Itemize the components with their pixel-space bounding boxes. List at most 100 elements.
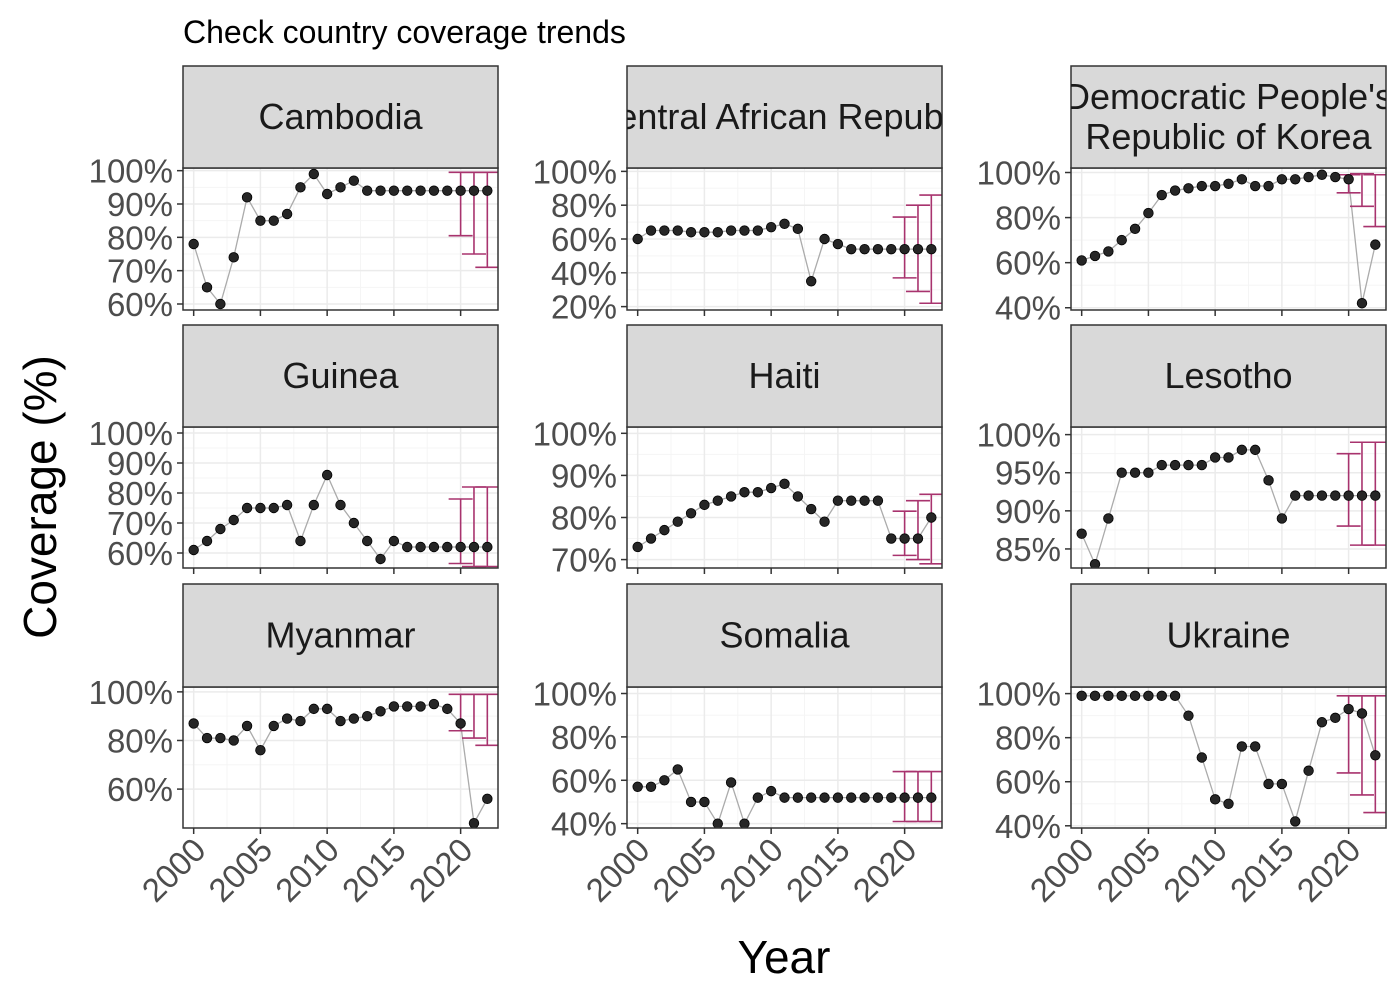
facet-strip: Lesotho	[1070, 324, 1387, 428]
y-tick-label: 70%	[107, 505, 173, 542]
data-point	[1076, 528, 1087, 539]
data-point	[321, 703, 333, 715]
data-point	[699, 796, 710, 808]
y-tick-label: 100%	[977, 155, 1061, 192]
data-point	[912, 792, 924, 803]
data-point	[1129, 467, 1141, 478]
y-tick-label: 95%	[995, 455, 1061, 492]
strip-label: Myanmar	[265, 615, 415, 656]
data-point	[1249, 741, 1261, 752]
data-point	[832, 495, 844, 506]
y-tick-label: 100%	[533, 153, 617, 190]
data-point	[1276, 513, 1288, 524]
strip-label: Democratic People's	[1064, 76, 1393, 117]
y-tick-label: 80%	[995, 200, 1061, 237]
data-point	[482, 185, 493, 196]
y-tick-label: 90%	[995, 493, 1061, 530]
data-point	[1209, 452, 1221, 463]
facet-strip: Cambodia	[182, 65, 499, 169]
data-point	[241, 720, 253, 732]
data-point	[819, 792, 830, 803]
data-point	[899, 533, 910, 544]
x-tick-label: 2020	[401, 831, 479, 909]
data-point	[859, 243, 870, 255]
strip-background	[626, 583, 943, 688]
data-point	[832, 792, 844, 803]
data-point	[685, 227, 697, 238]
data-point	[899, 243, 910, 255]
data-point	[926, 792, 937, 803]
facet-strip: Central African Republic	[626, 65, 943, 169]
data-point	[188, 544, 199, 556]
data-point	[1183, 710, 1194, 721]
data-point	[712, 818, 723, 828]
data-point	[672, 764, 683, 775]
data-point	[1169, 690, 1181, 702]
data-point	[375, 185, 386, 196]
data-point	[1290, 490, 1301, 501]
data-point	[1116, 467, 1127, 478]
facet-strip: Guinea	[182, 324, 499, 428]
y-tick-label: 40%	[995, 808, 1061, 845]
data-point	[832, 238, 844, 250]
panel-data-layer	[632, 764, 942, 828]
data-point	[725, 491, 737, 502]
data-point	[765, 785, 777, 797]
data-point	[308, 168, 320, 180]
y-tick-label: 60%	[107, 535, 173, 572]
panel-background	[627, 427, 942, 568]
data-point	[1223, 798, 1234, 809]
data-point	[321, 469, 333, 481]
facet-panel-guinea: Guinea 60%70%80%90%100%	[89, 324, 499, 574]
error-bar	[1336, 452, 1361, 527]
y-tick-label: 80%	[995, 720, 1061, 757]
data-point	[1209, 180, 1221, 192]
data-point	[1330, 490, 1341, 501]
data-point	[1303, 171, 1314, 183]
data-point	[659, 225, 670, 236]
data-point	[402, 701, 413, 712]
data-point	[1236, 444, 1248, 456]
data-point	[659, 524, 670, 536]
y-tick-label: 40%	[995, 290, 1061, 327]
panel-data-layer	[188, 693, 498, 828]
data-point	[455, 185, 466, 196]
strip-background	[626, 324, 943, 428]
data-point	[926, 512, 937, 523]
data-point	[348, 517, 360, 529]
data-point	[1129, 223, 1141, 235]
y-tick-label: 80%	[551, 187, 617, 224]
data-point	[1343, 174, 1354, 185]
facet-strip: Somalia	[626, 583, 943, 688]
error-bar	[1363, 173, 1386, 228]
data-point	[375, 553, 386, 565]
data-point	[1169, 459, 1181, 471]
data-point	[281, 499, 293, 511]
data-point	[281, 713, 293, 724]
data-point	[1330, 171, 1341, 183]
data-point	[1196, 180, 1208, 192]
data-point	[1143, 467, 1154, 478]
data-point	[846, 792, 857, 803]
data-point	[699, 227, 710, 238]
x-tick-label: 2020	[845, 831, 923, 909]
data-point	[1129, 690, 1141, 702]
data-point	[779, 218, 790, 229]
data-point	[1156, 189, 1167, 201]
data-point	[1116, 234, 1127, 246]
y-tick-label: 60%	[107, 771, 173, 808]
data-point	[335, 499, 346, 511]
x-axis-title: Year	[738, 931, 831, 983]
facet-panel-haiti: Haiti 70% 80% 90% 100%	[533, 324, 943, 579]
data-point	[779, 792, 790, 803]
data-point	[792, 223, 804, 235]
data-point	[468, 817, 480, 828]
y-tick-label: 20%	[551, 289, 617, 326]
data-point	[415, 185, 426, 196]
strip-label: Ukraine	[1166, 615, 1290, 656]
strip-label-group: Haiti	[748, 355, 820, 396]
data-point	[779, 478, 790, 490]
data-point	[1103, 513, 1114, 524]
